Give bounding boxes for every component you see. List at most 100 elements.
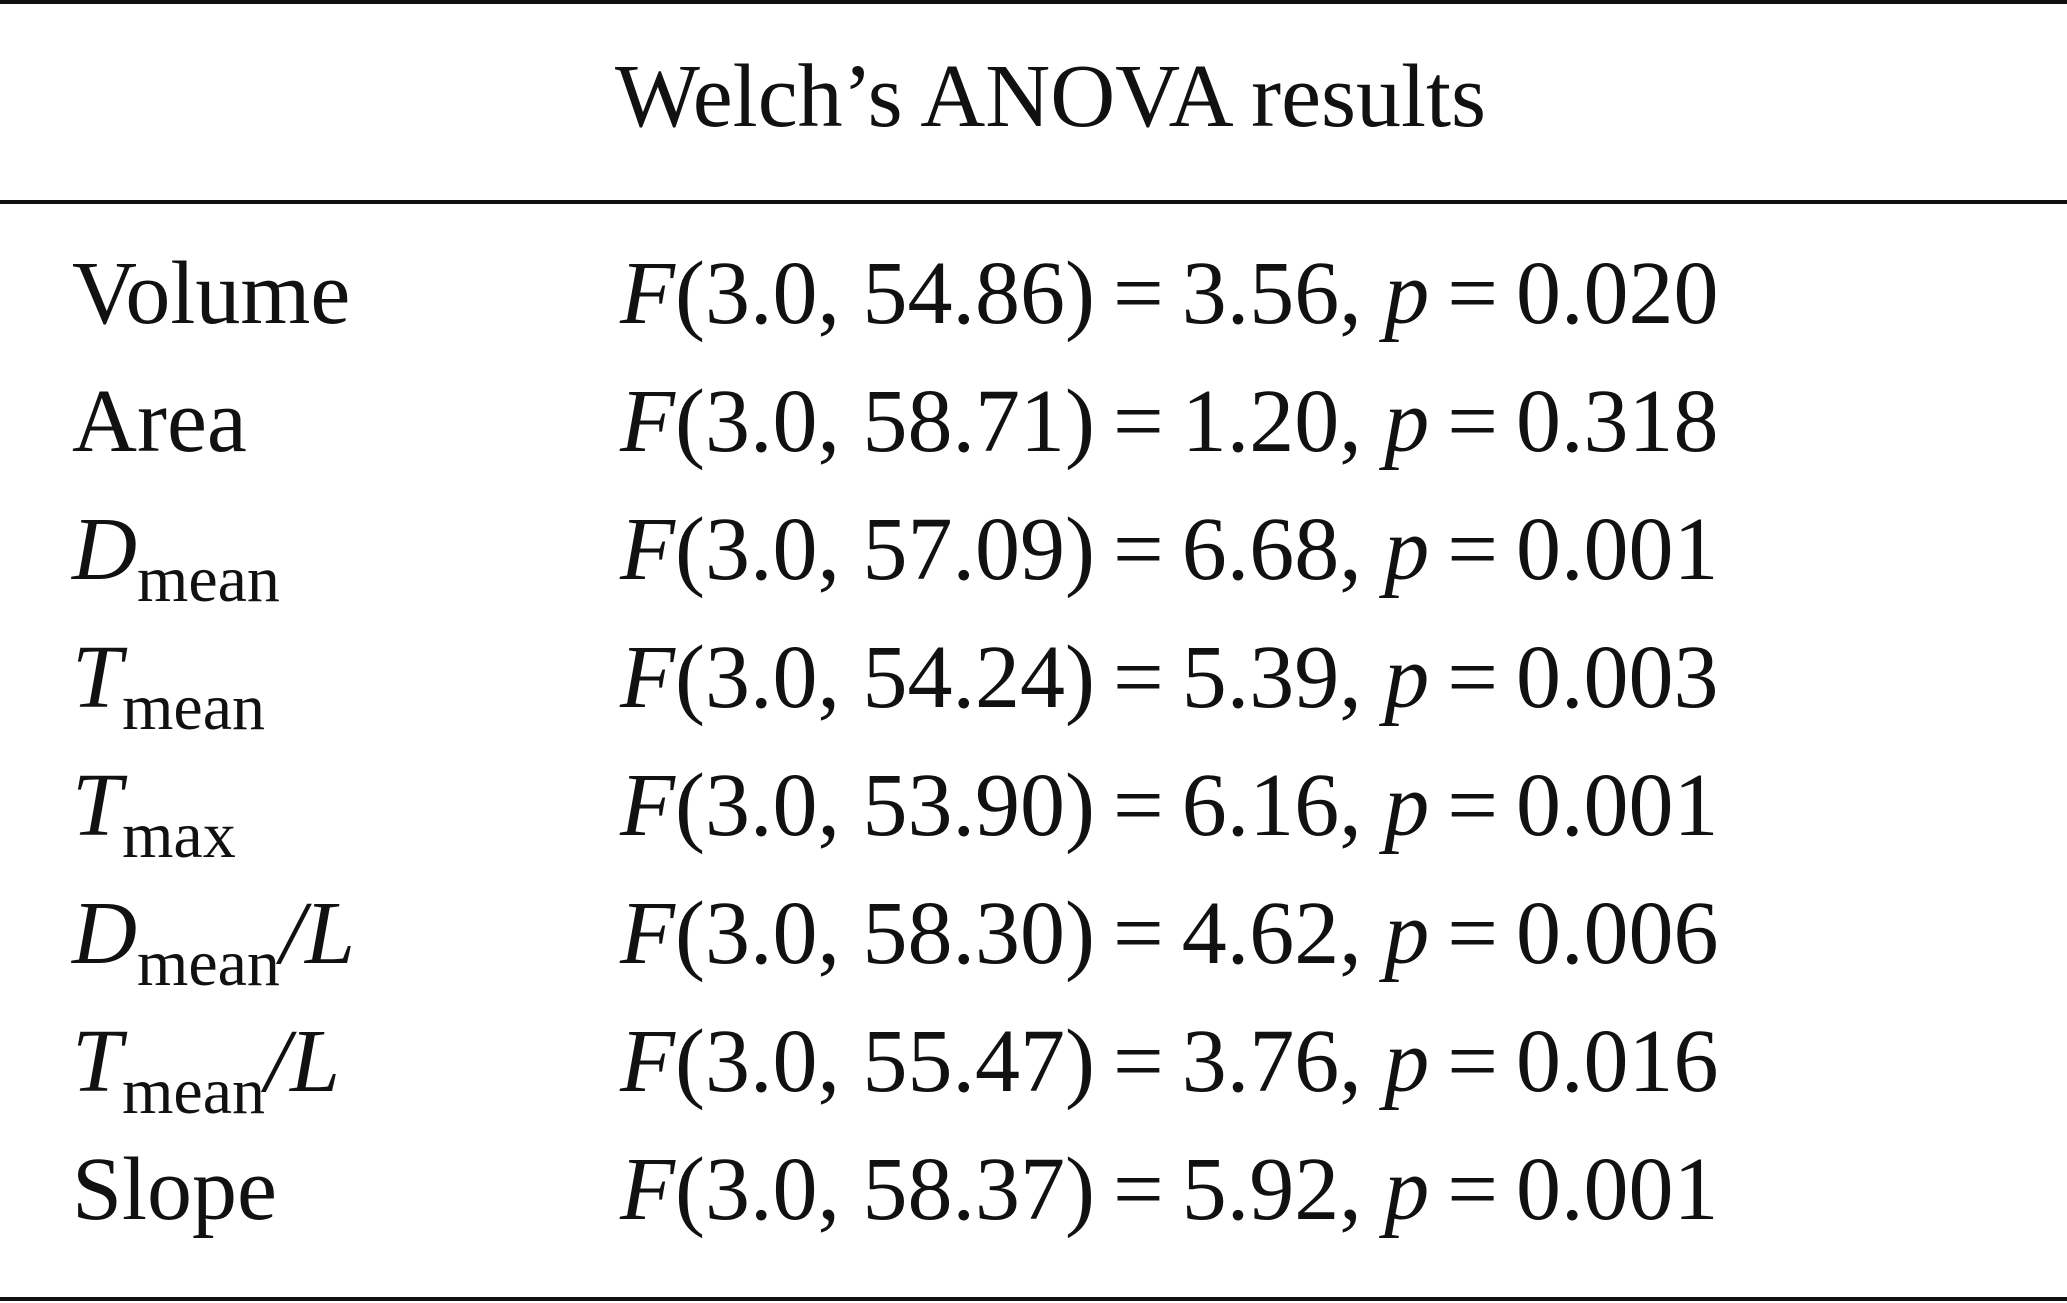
- equals-sign: =: [1112, 756, 1164, 855]
- p-value: 0.001: [1515, 756, 1719, 855]
- f-value: 1.20,: [1181, 372, 1362, 471]
- f-symbol: F: [620, 1012, 675, 1111]
- row-label-main: D: [72, 884, 137, 983]
- f-value: 3.56,: [1181, 244, 1362, 343]
- equals-sign: =: [1447, 756, 1498, 855]
- row-label-suffix: /L: [279, 884, 355, 983]
- p-symbol: p: [1384, 1140, 1430, 1239]
- table-row: Tmean/L F(3.0, 55.47) = 3.76, p = 0.016: [0, 998, 2067, 1128]
- f-value: 5.92,: [1181, 1140, 1362, 1239]
- p-value: 0.318: [1515, 372, 1719, 471]
- equals-sign: =: [1112, 1012, 1164, 1111]
- table-row: Tmax F(3.0, 53.90) = 6.16, p = 0.001: [0, 742, 2067, 872]
- table-row: Volume F(3.0, 54.86) = 3.56, p = 0.020: [0, 230, 2067, 358]
- row-result: F(3.0, 53.90) = 6.16, p = 0.001: [620, 742, 1718, 870]
- p-value: 0.001: [1515, 500, 1719, 599]
- equals-sign: =: [1112, 500, 1164, 599]
- table-header: Welch’s ANOVA results: [615, 47, 1487, 146]
- p-value: 0.006: [1515, 884, 1719, 983]
- f-value: 3.76,: [1181, 1012, 1362, 1111]
- equals-sign: =: [1447, 500, 1498, 599]
- table-row: Dmean/L F(3.0, 58.30) = 4.62, p = 0.006: [0, 870, 2067, 1000]
- row-result: F(3.0, 58.71) = 1.20, p = 0.318: [620, 358, 1718, 486]
- equals-sign: =: [1112, 628, 1164, 727]
- f-symbol: F: [620, 628, 675, 727]
- degrees-of-freedom: (3.0, 57.09): [674, 500, 1095, 599]
- f-symbol: F: [620, 884, 675, 983]
- degrees-of-freedom: (3.0, 58.30): [674, 884, 1095, 983]
- row-label-main: Slope: [72, 1140, 278, 1239]
- row-label: Dmean: [72, 486, 280, 622]
- degrees-of-freedom: (3.0, 58.71): [674, 372, 1095, 471]
- degrees-of-freedom: (3.0, 55.47): [674, 1012, 1095, 1111]
- row-label: Tmean/L: [72, 998, 340, 1134]
- p-symbol: p: [1384, 1012, 1430, 1111]
- table-row: Area F(3.0, 58.71) = 1.20, p = 0.318: [0, 358, 2067, 486]
- row-label-main: T: [72, 756, 123, 855]
- equals-sign: =: [1447, 244, 1498, 343]
- row-result: F(3.0, 58.30) = 4.62, p = 0.006: [620, 870, 1718, 998]
- equals-sign: =: [1112, 244, 1164, 343]
- p-symbol: p: [1384, 500, 1430, 599]
- f-value: 5.39,: [1181, 628, 1362, 727]
- header-rule: [0, 200, 2067, 204]
- f-value: 6.16,: [1181, 756, 1362, 855]
- equals-sign: =: [1112, 372, 1164, 471]
- f-value: 4.62,: [1181, 884, 1362, 983]
- p-value: 0.020: [1515, 244, 1719, 343]
- row-result: F(3.0, 57.09) = 6.68, p = 0.001: [620, 486, 1718, 614]
- degrees-of-freedom: (3.0, 54.24): [674, 628, 1095, 727]
- row-label: Volume: [72, 230, 350, 358]
- row-label: Slope: [72, 1126, 277, 1254]
- p-symbol: p: [1384, 884, 1430, 983]
- degrees-of-freedom: (3.0, 54.86): [674, 244, 1095, 343]
- p-value: 0.001: [1515, 1140, 1719, 1239]
- row-label-main: Volume: [72, 244, 351, 343]
- table-row: Slope F(3.0, 58.37) = 5.92, p = 0.001: [0, 1126, 2067, 1254]
- row-label-main: Area: [72, 372, 247, 471]
- equals-sign: =: [1112, 884, 1164, 983]
- equals-sign: =: [1112, 1140, 1164, 1239]
- row-label: Dmean/L: [72, 870, 355, 1006]
- p-symbol: p: [1384, 372, 1430, 471]
- f-symbol: F: [620, 756, 675, 855]
- equals-sign: =: [1447, 628, 1498, 727]
- table-row: Dmean F(3.0, 57.09) = 6.68, p = 0.001: [0, 486, 2067, 616]
- equals-sign: =: [1447, 884, 1498, 983]
- table-row: Tmean F(3.0, 54.24) = 5.39, p = 0.003: [0, 614, 2067, 744]
- row-result: F(3.0, 55.47) = 3.76, p = 0.016: [620, 998, 1718, 1126]
- row-label-main: T: [72, 628, 123, 727]
- row-label: Tmean: [72, 614, 265, 750]
- p-symbol: p: [1384, 244, 1430, 343]
- equals-sign: =: [1447, 1140, 1498, 1239]
- f-value: 6.68,: [1181, 500, 1362, 599]
- equals-sign: =: [1447, 1012, 1498, 1111]
- row-label-subscript: mean: [137, 543, 280, 616]
- equals-sign: =: [1447, 372, 1498, 471]
- p-value: 0.016: [1515, 1012, 1719, 1111]
- row-result: F(3.0, 54.24) = 5.39, p = 0.003: [620, 614, 1718, 742]
- f-symbol: F: [620, 1140, 675, 1239]
- top-rule: [0, 0, 2067, 4]
- row-label-subscript: mean: [122, 1055, 265, 1128]
- row-label: Area: [72, 358, 247, 486]
- row-label-subscript: mean: [137, 927, 280, 1000]
- f-symbol: F: [620, 372, 675, 471]
- p-symbol: p: [1384, 756, 1430, 855]
- row-result: F(3.0, 58.37) = 5.92, p = 0.001: [620, 1126, 1718, 1254]
- row-label-main: D: [72, 500, 137, 599]
- row-label-subscript: mean: [122, 671, 265, 744]
- row-label-suffix: /L: [265, 1012, 341, 1111]
- bottom-rule: [0, 1297, 2067, 1301]
- degrees-of-freedom: (3.0, 58.37): [674, 1140, 1095, 1239]
- p-symbol: p: [1384, 628, 1430, 727]
- p-value: 0.003: [1515, 628, 1719, 727]
- row-label-subscript: max: [122, 799, 236, 872]
- f-symbol: F: [620, 500, 675, 599]
- row-label: Tmax: [72, 742, 236, 878]
- row-label-main: T: [72, 1012, 123, 1111]
- degrees-of-freedom: (3.0, 53.90): [674, 756, 1095, 855]
- f-symbol: F: [620, 244, 675, 343]
- row-result: F(3.0, 54.86) = 3.56, p = 0.020: [620, 230, 1718, 358]
